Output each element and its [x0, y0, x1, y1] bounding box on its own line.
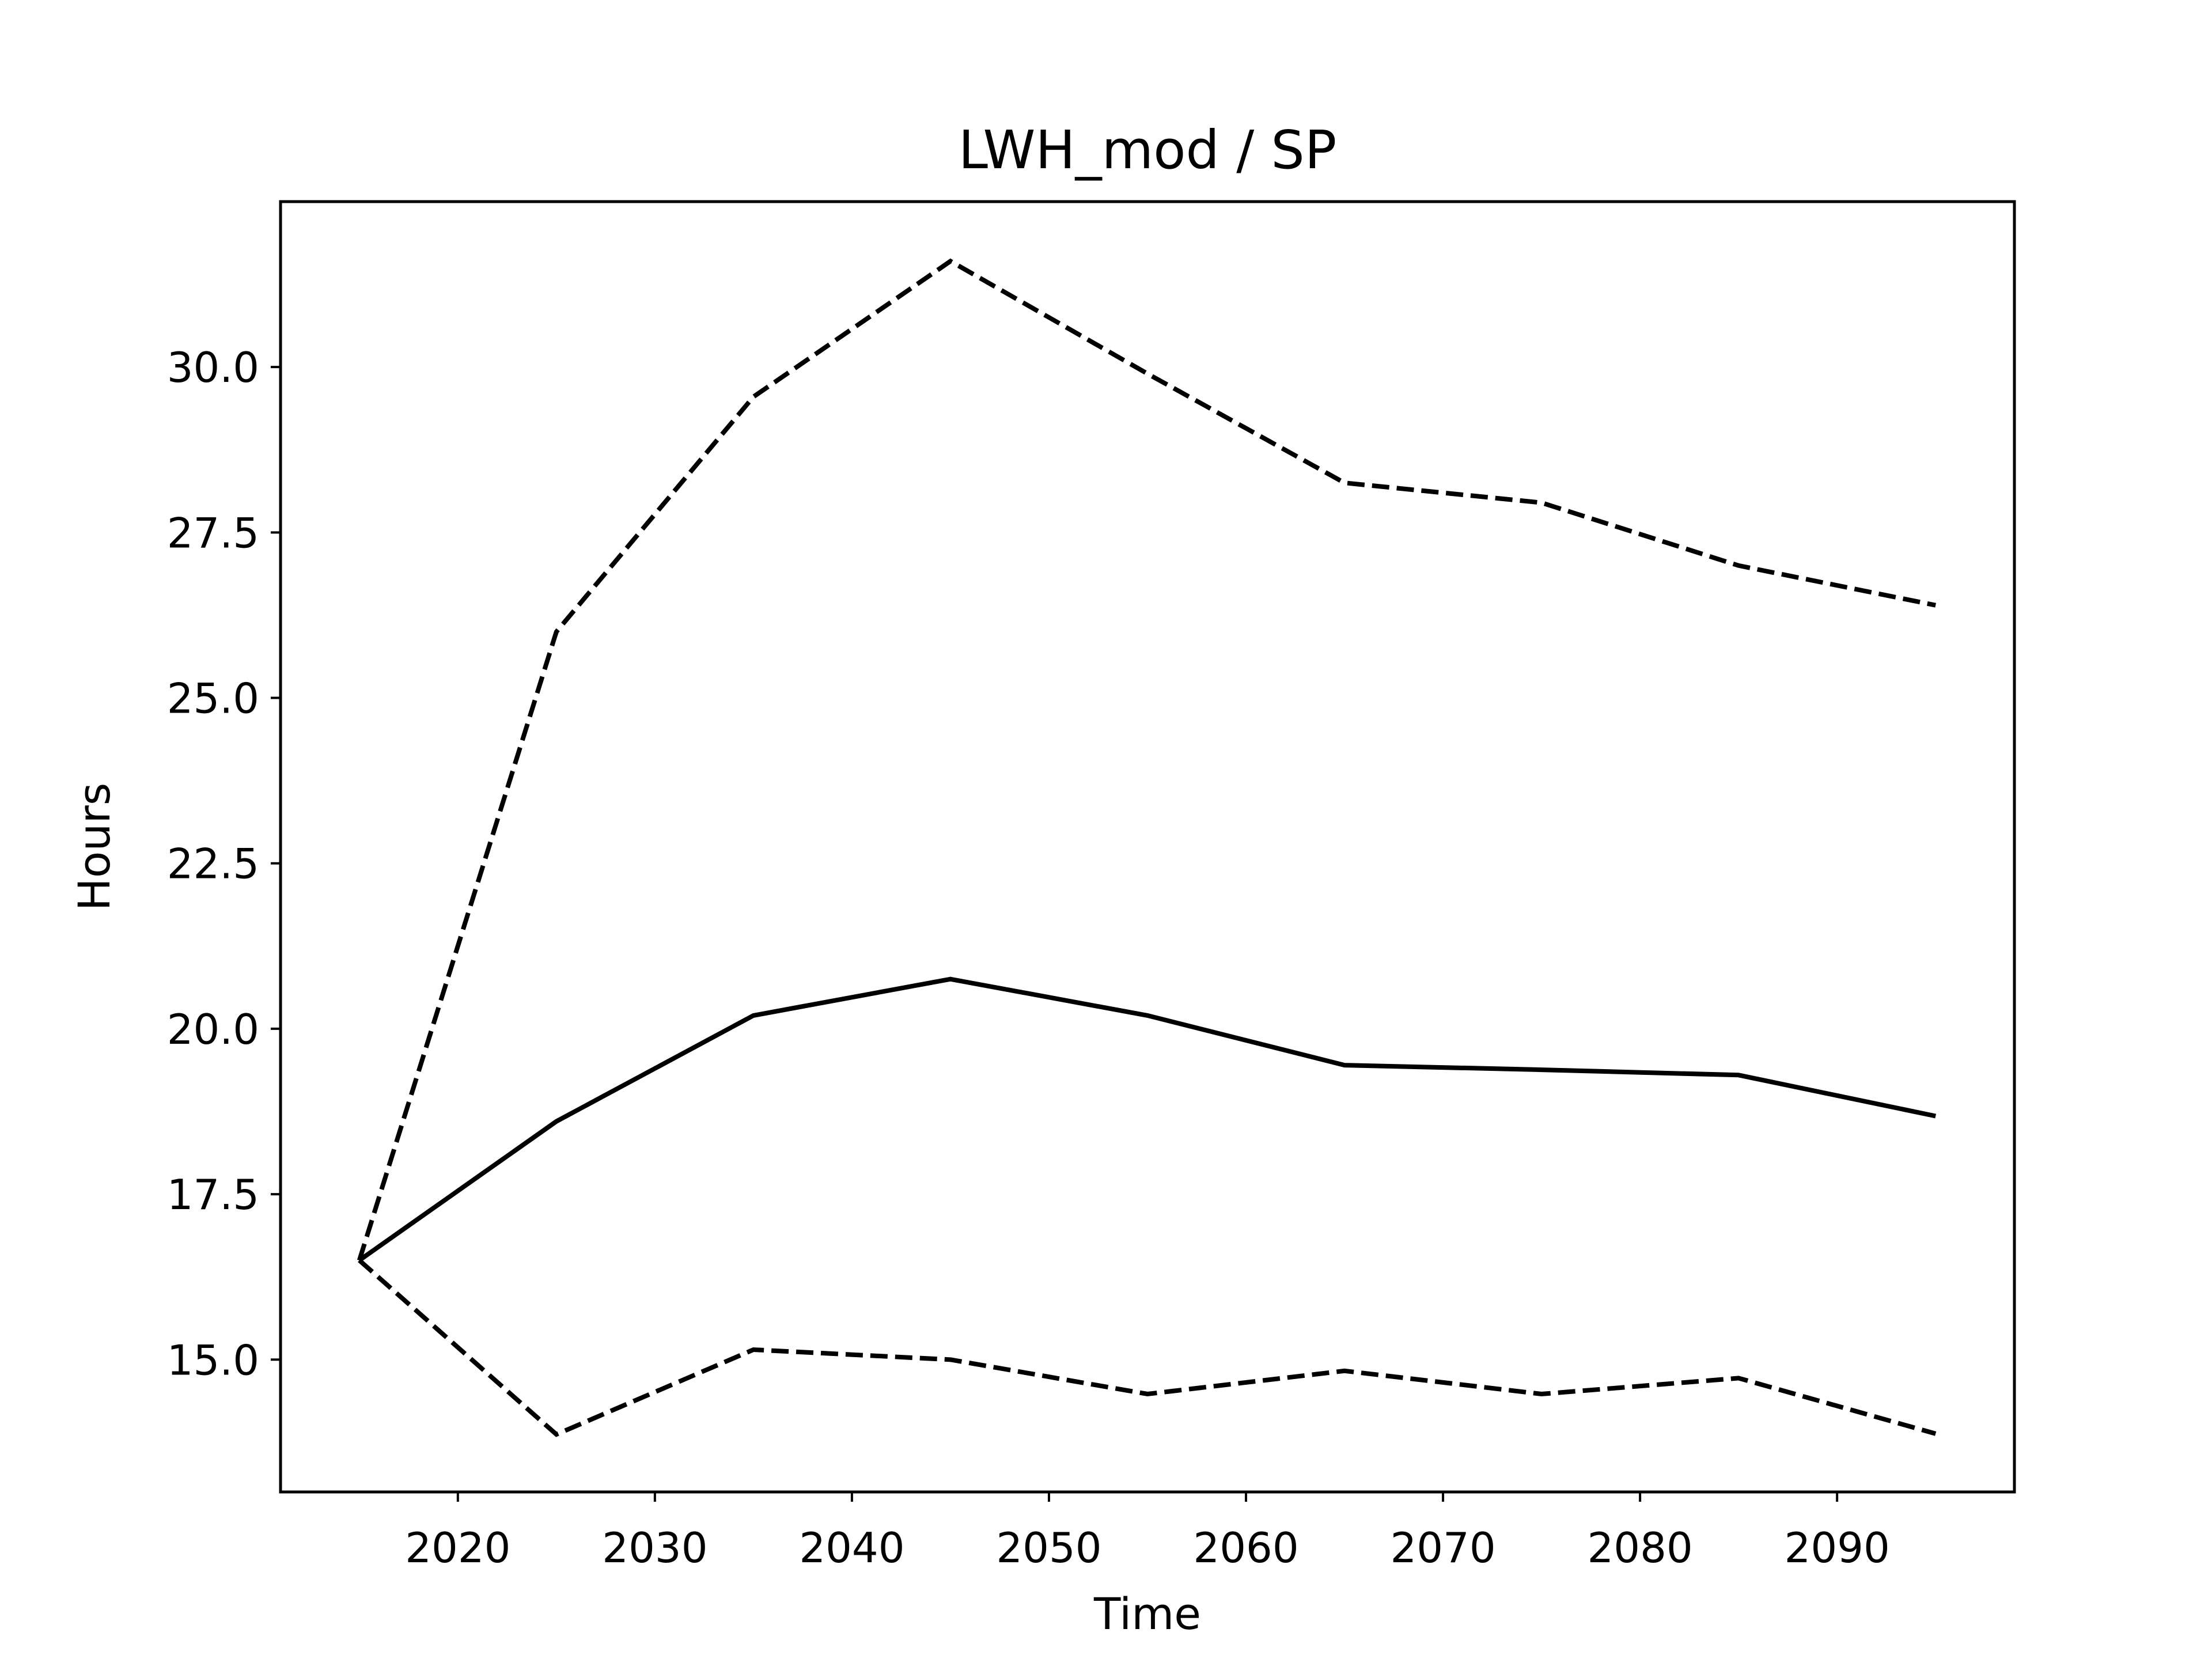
y-tick-label: 25.0 — [167, 675, 259, 723]
x-axis-label: Time — [1093, 1588, 1201, 1639]
x-tick-label: 2070 — [1390, 1524, 1495, 1572]
chart-title: LWH_mod / SP — [959, 119, 1337, 181]
x-tick-label: 2030 — [602, 1524, 707, 1572]
plot-frame — [279, 200, 2016, 1494]
x-tick-label: 2040 — [799, 1524, 904, 1572]
y-axis: 15.0 17.5 20.0 22.5 25.0 27.5 30.0 — [167, 343, 281, 1384]
y-tick-label: 30.0 — [167, 343, 259, 392]
y-axis-label: Hours — [69, 783, 120, 911]
series-layer — [357, 258, 1937, 1437]
y-tick-label: 22.5 — [167, 840, 259, 888]
y-tick-label: 17.5 — [167, 1171, 259, 1219]
series-line-3 — [358, 1258, 1937, 1437]
x-tick-label: 2020 — [405, 1524, 510, 1572]
series-line-2 — [357, 258, 1936, 1262]
y-tick-label: 20.0 — [167, 1005, 259, 1054]
series-line-1 — [358, 976, 1937, 1263]
x-tick-label: 2090 — [1785, 1524, 1890, 1572]
y-tick-label: 27.5 — [167, 509, 259, 557]
y-tick-label: 15.0 — [167, 1336, 259, 1384]
x-tick-label: 2080 — [1587, 1524, 1692, 1572]
x-axis: 2020 2030 2040 2050 2060 2070 2080 2090 — [405, 1492, 1890, 1572]
x-tick-label: 2060 — [1193, 1524, 1298, 1572]
x-tick-label: 2050 — [996, 1524, 1101, 1572]
